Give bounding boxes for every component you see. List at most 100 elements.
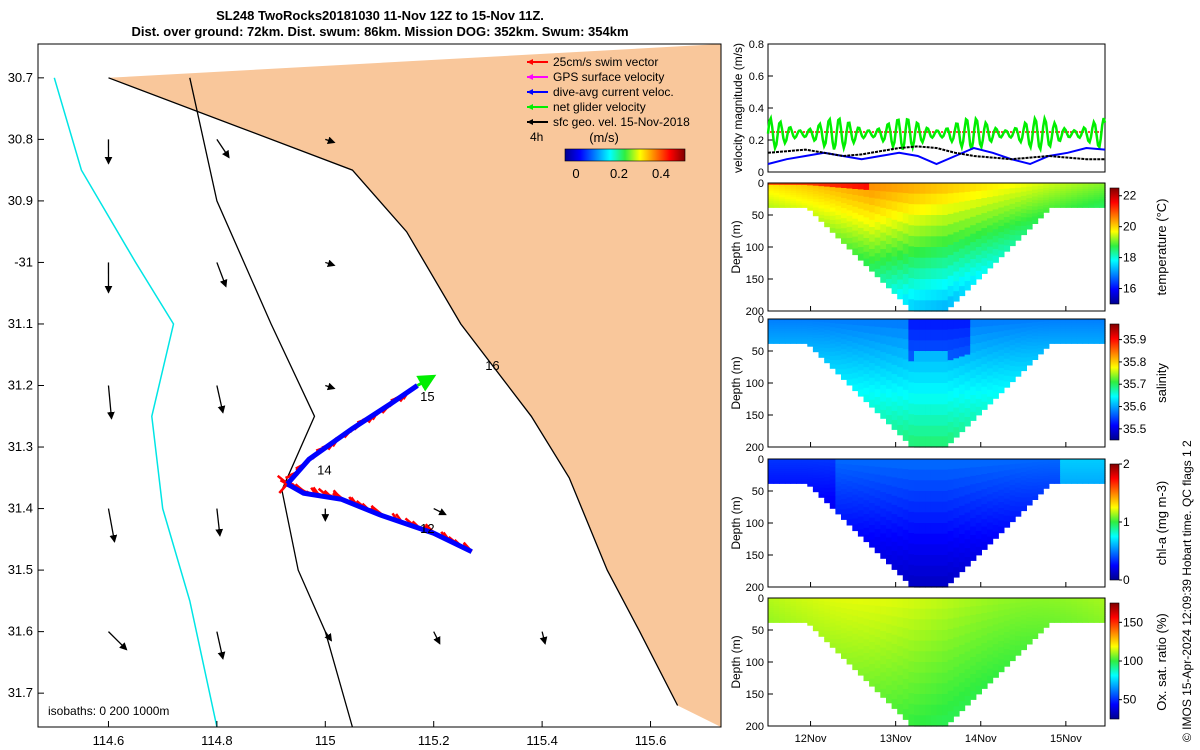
- speed-colorbar-tick: 0: [572, 166, 579, 181]
- section-cell: [818, 319, 825, 323]
- section-cell: [796, 463, 803, 466]
- section-cell: [863, 332, 870, 341]
- section-cell: [835, 616, 842, 622]
- section-cell: [790, 203, 797, 206]
- section-cell: [930, 257, 938, 269]
- section-cell: [869, 263, 876, 272]
- section-cell: [953, 508, 960, 519]
- section-cell: [998, 459, 1005, 466]
- section-cell: [1020, 463, 1027, 469]
- section-cell: [897, 684, 904, 695]
- legend-label: 25cm/s swim vector: [553, 55, 658, 69]
- section-cell: [824, 208, 831, 213]
- section-cell: [891, 643, 898, 654]
- section-cell: [841, 474, 848, 480]
- section-cell: [1054, 195, 1061, 198]
- section-cell: [981, 349, 988, 358]
- section-cell: [1009, 474, 1016, 481]
- section-cell: [992, 183, 999, 191]
- section-cell: [908, 672, 915, 684]
- section-cell: [829, 598, 836, 603]
- section-cell: [824, 488, 831, 493]
- section-cell: [897, 545, 904, 556]
- section-cell: [841, 223, 848, 229]
- section-cell: [1043, 192, 1050, 196]
- section-cell: [975, 530, 982, 540]
- section-cell: [953, 547, 960, 558]
- section-cell: [779, 339, 786, 342]
- section-cell: [1026, 345, 1033, 351]
- section-cell: [987, 536, 994, 545]
- section-cell: [824, 601, 831, 606]
- section-cell: [841, 514, 848, 520]
- section-cell: [807, 474, 814, 478]
- section-cell: [970, 386, 977, 396]
- section-cell: [1037, 479, 1044, 483]
- section-cell: [930, 555, 938, 567]
- section-cell: [818, 208, 825, 213]
- section-cell: [863, 604, 870, 613]
- section-cell: [874, 482, 881, 491]
- section-cell: [919, 512, 926, 524]
- section-cell: [897, 396, 904, 407]
- section-cell: [1037, 615, 1044, 619]
- section-cell: [1093, 598, 1100, 601]
- section-cell: [953, 192, 960, 204]
- section-cell: [863, 472, 870, 481]
- section-cell: [1060, 614, 1067, 617]
- section-cell: [784, 339, 792, 342]
- section-cell: [964, 615, 971, 626]
- section-cell: [1009, 598, 1016, 604]
- section-cell: [773, 339, 780, 342]
- section-cell: [930, 501, 938, 513]
- section-cell: [852, 459, 859, 466]
- section-cell: [925, 598, 932, 610]
- section-cell: [897, 240, 904, 252]
- section-cell: [975, 498, 982, 508]
- section-cell: [1020, 497, 1027, 503]
- section-cell: [914, 469, 921, 481]
- section-cell: [902, 349, 909, 360]
- section-cell: [852, 206, 859, 214]
- section-cell: [959, 487, 966, 498]
- section-cell: [992, 209, 999, 217]
- section-cell: [936, 459, 943, 471]
- section-cell: [784, 323, 792, 326]
- section-cell: [936, 608, 943, 620]
- section-cell: [874, 637, 881, 646]
- section-cell: [846, 630, 853, 637]
- section-cell: [846, 609, 853, 616]
- section-cell: [959, 562, 966, 573]
- section-cell: [846, 368, 853, 375]
- section-cell: [1082, 331, 1089, 334]
- section-cell: [835, 332, 842, 338]
- section-cell: [869, 664, 876, 672]
- section-cell: [779, 195, 786, 198]
- legend-arrowhead: [527, 74, 533, 80]
- section-cell: [796, 203, 803, 206]
- section-cell: [1076, 203, 1084, 206]
- section-cell: [981, 220, 988, 229]
- section-cell: [908, 361, 915, 373]
- section-cell: [908, 543, 915, 555]
- section-cell: [930, 236, 938, 248]
- section-cell: [807, 598, 814, 601]
- section-cell: [1026, 462, 1033, 468]
- section-cell: [947, 572, 954, 584]
- section-cell: [998, 526, 1005, 534]
- section-cell: [1076, 339, 1084, 342]
- section-cell: [807, 323, 814, 327]
- section-cell: [1032, 183, 1039, 187]
- section-cell: [874, 268, 881, 278]
- section-cell: [779, 191, 786, 194]
- section-cell: [829, 622, 836, 628]
- section-cell: [942, 393, 949, 405]
- section-cell: [902, 369, 909, 381]
- colorbar-tick-label: 16: [1123, 282, 1137, 296]
- section-cell: [1037, 327, 1044, 332]
- section-cell: [925, 491, 932, 503]
- section-cell: [1065, 467, 1072, 470]
- section-cell: [1076, 185, 1084, 188]
- section-cell: [1020, 501, 1027, 507]
- section-cell: [852, 494, 859, 502]
